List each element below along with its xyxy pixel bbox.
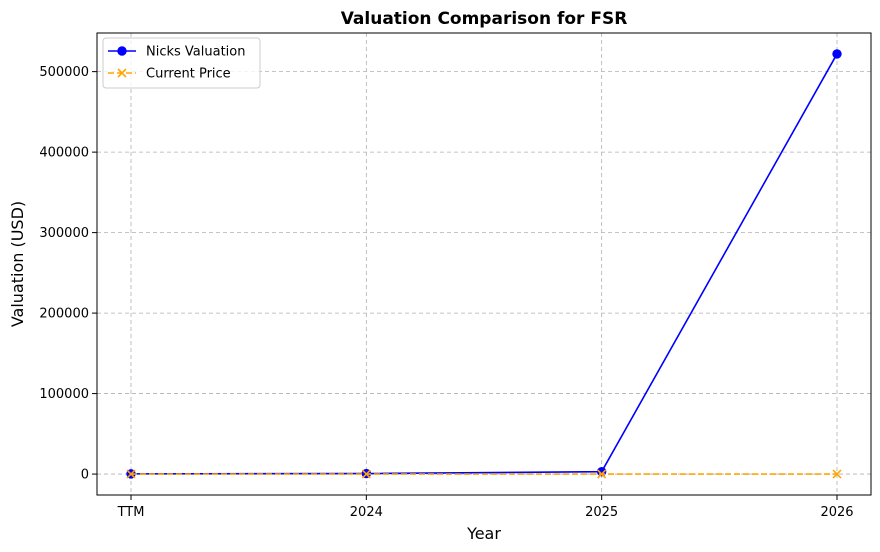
x-tick-label: 2026 <box>820 505 853 520</box>
chart-title: Valuation Comparison for FSR <box>341 9 628 29</box>
x-tick-label: 2024 <box>350 505 383 520</box>
y-tick-label: 200000 <box>39 307 89 322</box>
data-point <box>117 46 127 56</box>
legend-label: Nicks Valuation <box>146 45 246 60</box>
data-point <box>117 68 127 78</box>
series-nicks-valuation <box>126 49 842 479</box>
data-point <box>126 469 136 479</box>
data-point <box>597 469 607 479</box>
x-tick-label: 2025 <box>585 505 618 520</box>
series-line <box>130 53 838 475</box>
legend: Nicks Valuation Current Price <box>102 37 261 89</box>
y-axis-label: Valuation (USD) <box>8 201 27 327</box>
legend-box <box>102 37 261 89</box>
plot-frame <box>96 32 872 496</box>
data-point <box>832 469 842 479</box>
y-tick-label: 0 <box>81 468 89 483</box>
grid <box>97 33 871 495</box>
data-point <box>832 49 842 59</box>
legend-item: Current Price <box>108 67 231 82</box>
legend-item: Nicks Valuation <box>108 45 246 60</box>
y-tick-label: 300000 <box>39 226 89 241</box>
y-tick-label: 400000 <box>39 146 89 161</box>
y-tick-label: 500000 <box>39 65 89 80</box>
data-point <box>361 469 371 479</box>
series-current-price <box>126 469 842 479</box>
legend-label: Current Price <box>146 67 231 82</box>
y-tick-label: 100000 <box>39 387 89 402</box>
x-axis-ticks: TTM 2024 2025 2026 <box>117 495 854 520</box>
x-axis-label: Year <box>466 524 501 543</box>
x-tick-label: TTM <box>117 505 145 520</box>
y-axis-ticks: 0 100000 200000 300000 400000 500000 <box>39 65 97 483</box>
series-layer <box>126 49 842 479</box>
